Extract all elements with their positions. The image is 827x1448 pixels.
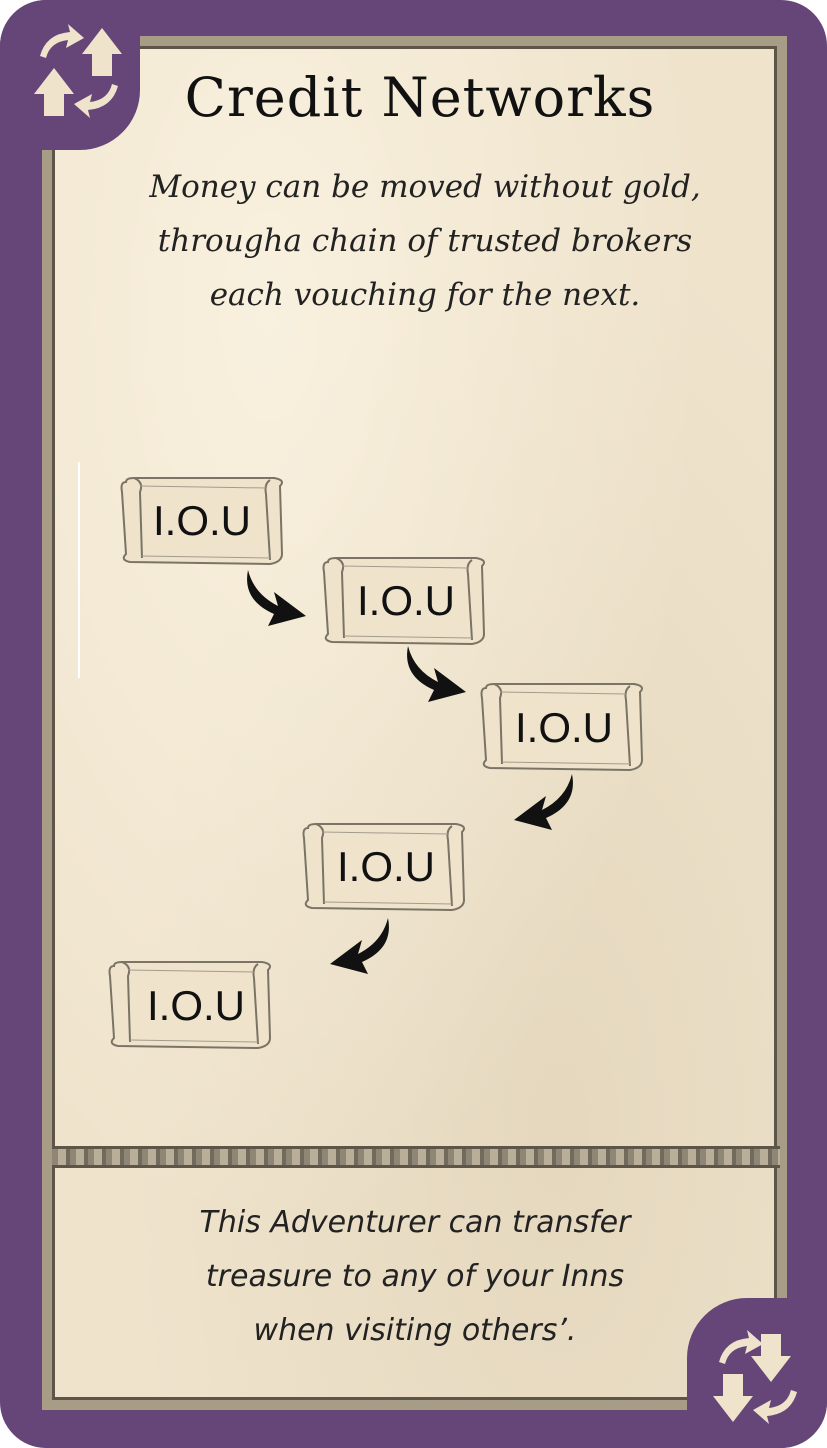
corner-badge-bottom-right	[687, 1298, 827, 1448]
parchment-panel	[42, 36, 787, 1410]
iou-label: I.O.U	[337, 843, 435, 890]
iou-scroll-3: I.O.U	[480, 683, 643, 771]
flavor-line: each vouching for the next.	[209, 277, 641, 313]
flavor-text: Money can be moved without gold, through…	[80, 160, 770, 322]
iou-label: I.O.U	[153, 497, 251, 544]
arrow-icon	[247, 570, 306, 626]
arrow-icon	[407, 646, 466, 702]
rules-line: when visiting others’.	[253, 1313, 577, 1348]
illustration-edge	[78, 462, 80, 678]
iou-scroll-4: I.O.U	[302, 823, 465, 911]
card-title: Credit Networks	[184, 66, 656, 129]
flavor-line: througha chain of trusted brokers	[157, 223, 693, 259]
iou-scroll-5: I.O.U	[108, 961, 271, 1049]
iou-scroll-2: I.O.U	[322, 557, 485, 645]
iou-scroll-1: I.O.U	[120, 477, 283, 565]
flavor-line: Money can be moved without gold,	[149, 169, 701, 205]
rules-text: This Adventurer can transfer treasure to…	[100, 1196, 730, 1358]
rules-divider	[52, 1146, 780, 1168]
iou-label: I.O.U	[147, 982, 245, 1029]
arrow-icon	[514, 774, 573, 830]
iou-label: I.O.U	[515, 704, 613, 751]
swap-up-icon	[34, 24, 122, 118]
rules-line: treasure to any of your Inns	[205, 1259, 625, 1294]
iou-label: I.O.U	[357, 577, 455, 624]
arrow-icon	[330, 918, 389, 974]
rules-line: This Adventurer can transfer	[199, 1205, 631, 1240]
corner-badge-top-left	[0, 0, 140, 150]
swap-down-icon	[713, 1330, 797, 1424]
